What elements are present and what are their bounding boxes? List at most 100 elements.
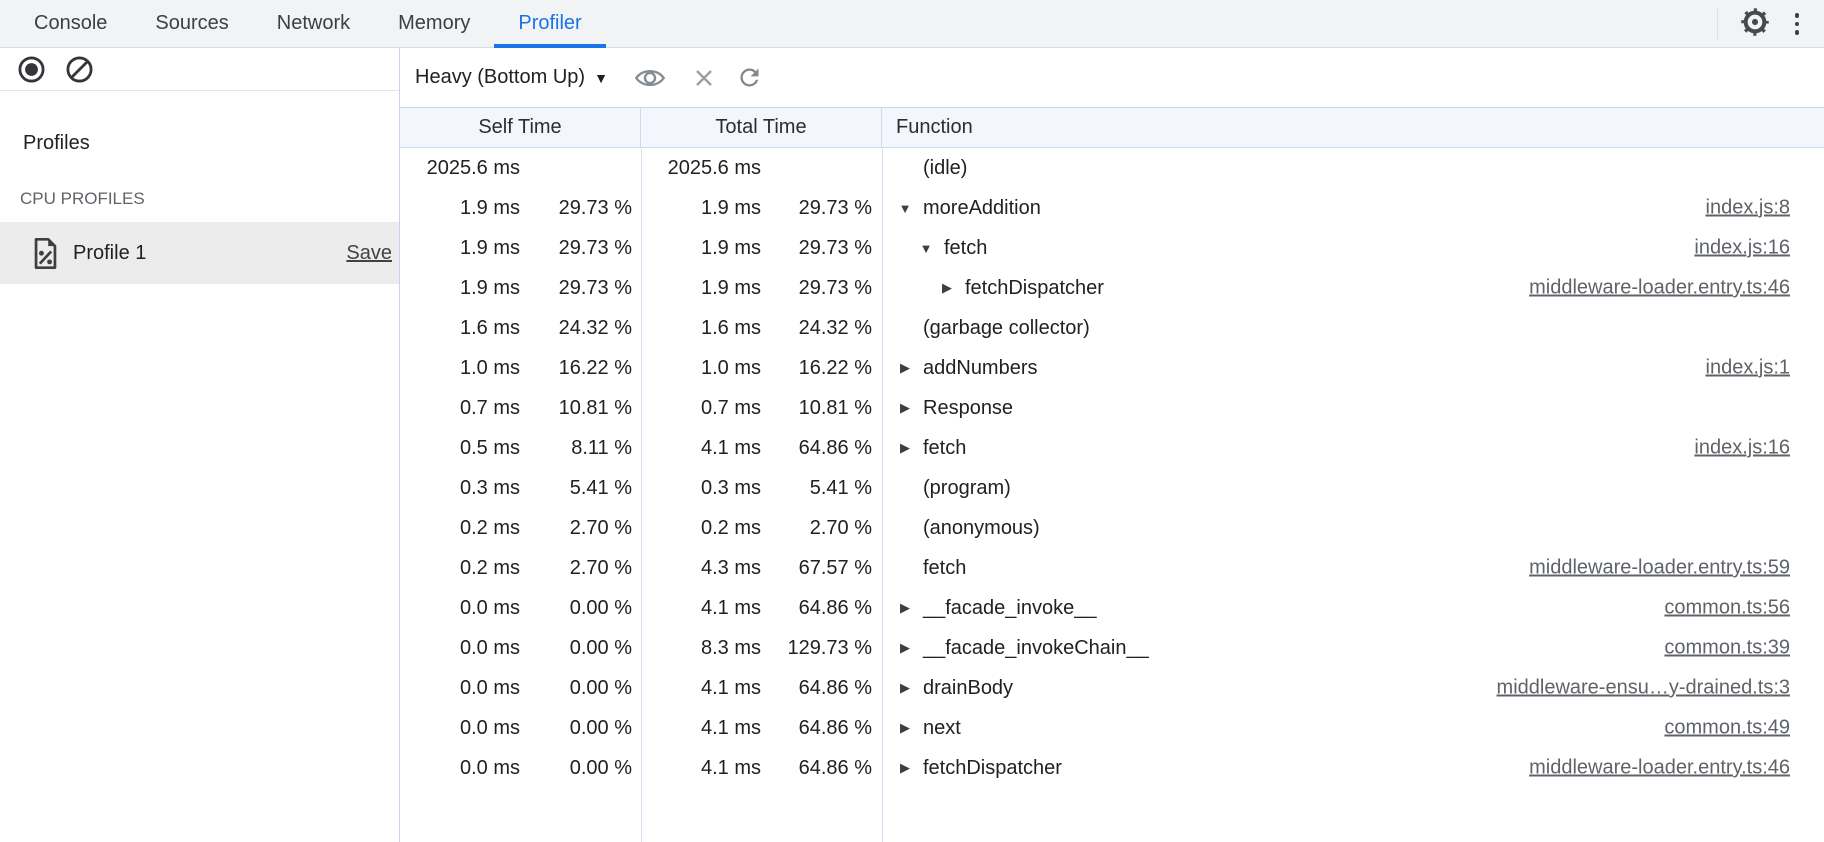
- refresh-button[interactable]: [736, 64, 763, 91]
- source-link[interactable]: index.js:1: [1705, 356, 1791, 379]
- table-row[interactable]: 1.9 ms 29.73 % 1.9 ms 29.73 % ▼ moreAddi…: [400, 188, 1824, 228]
- function-cell: ▶ next common.ts:49: [882, 708, 1824, 748]
- tab-sources[interactable]: Sources: [155, 12, 229, 34]
- self-time-ms: 0.0 ms: [459, 676, 520, 699]
- clear-button[interactable]: [66, 56, 93, 83]
- self-time-percent: 0.00 %: [569, 756, 632, 779]
- total-time-cell: 4.1 ms 64.86 %: [641, 708, 882, 748]
- function-name: (garbage collector): [923, 316, 1090, 339]
- self-time-cell: 0.0 ms 0.00 %: [400, 708, 641, 748]
- expand-arrow-icon[interactable]: ▶: [900, 400, 910, 415]
- function-cell: ▶ fetchDispatcher middleware-loader.entr…: [882, 268, 1824, 308]
- expand-arrow-icon[interactable]: ▶: [900, 360, 910, 375]
- table-row[interactable]: 1.6 ms 24.32 % 1.6 ms 24.32 % (garbage c…: [400, 308, 1824, 348]
- expand-arrow-icon[interactable]: ▼: [919, 240, 933, 256]
- self-time-ms: 1.9 ms: [459, 196, 520, 219]
- total-time-ms: 1.9 ms: [700, 276, 761, 299]
- self-time-percent: 0.00 %: [569, 596, 632, 619]
- total-time-cell: 1.9 ms 29.73 %: [641, 228, 882, 268]
- total-time-ms: 2025.6 ms: [667, 156, 761, 179]
- tab-memory[interactable]: Memory: [398, 12, 471, 34]
- function-name: moreAddition: [923, 196, 1041, 219]
- source-link[interactable]: index.js:16: [1694, 236, 1790, 259]
- profile-name: Profile 1: [73, 241, 147, 264]
- table-row[interactable]: 0.0 ms 0.00 % 4.1 ms 64.86 % ▶ next comm…: [400, 708, 1824, 748]
- function-cell: (program): [882, 468, 1824, 508]
- self-time-percent: 29.73 %: [558, 196, 632, 219]
- total-time-percent: 64.86 %: [798, 716, 872, 739]
- total-time-ms: 8.3 ms: [700, 636, 761, 659]
- total-time-ms: 1.0 ms: [700, 356, 761, 379]
- profile-document-icon: [32, 237, 59, 270]
- source-link[interactable]: middleware-loader.entry.ts:46: [1529, 276, 1790, 299]
- exclude-close-button[interactable]: [692, 66, 716, 90]
- function-cell: ▶ addNumbers index.js:1: [882, 348, 1824, 388]
- gear-icon: [1739, 6, 1771, 43]
- save-profile-link[interactable]: Save: [346, 241, 392, 264]
- source-link[interactable]: common.ts:39: [1664, 636, 1790, 659]
- expand-arrow-icon[interactable]: ▶: [942, 280, 952, 295]
- more-options-button[interactable]: [1776, 3, 1818, 45]
- settings-button[interactable]: [1734, 3, 1776, 45]
- column-header-self-time[interactable]: Self Time: [400, 108, 641, 147]
- self-time-percent: 2.70 %: [569, 516, 632, 539]
- total-time-cell: 1.6 ms 24.32 %: [641, 308, 882, 348]
- expand-arrow-icon[interactable]: ▶: [900, 680, 910, 695]
- expand-arrow-icon[interactable]: ▶: [900, 640, 910, 655]
- focus-eye-button[interactable]: [634, 66, 666, 90]
- self-time-percent: 0.00 %: [569, 676, 632, 699]
- grid-header: Self Time Total Time Function: [400, 107, 1824, 148]
- table-row[interactable]: 0.3 ms 5.41 % 0.3 ms 5.41 % (program): [400, 468, 1824, 508]
- expand-arrow-icon[interactable]: ▶: [900, 760, 910, 775]
- tab-console[interactable]: Console: [34, 12, 108, 34]
- self-time-cell: 0.2 ms 2.70 %: [400, 548, 641, 588]
- table-row[interactable]: 1.9 ms 29.73 % 1.9 ms 29.73 % ▼ fetch in…: [400, 228, 1824, 268]
- total-time-ms: 4.1 ms: [700, 716, 761, 739]
- table-row[interactable]: 0.0 ms 0.00 % 4.1 ms 64.86 % ▶ __facade_…: [400, 588, 1824, 628]
- source-link[interactable]: middleware-loader.entry.ts:46: [1529, 756, 1790, 779]
- table-row[interactable]: 0.2 ms 2.70 % 0.2 ms 2.70 % (anonymous): [400, 508, 1824, 548]
- self-time-cell: 0.7 ms 10.81 %: [400, 388, 641, 428]
- expand-arrow-icon[interactable]: ▼: [898, 200, 912, 216]
- source-link[interactable]: index.js:8: [1705, 196, 1791, 219]
- function-name: fetch: [923, 436, 967, 459]
- table-row[interactable]: 0.2 ms 2.70 % 4.3 ms 67.57 % fetch middl…: [400, 548, 1824, 588]
- table-row[interactable]: 1.9 ms 29.73 % 1.9 ms 29.73 % ▶ fetchDis…: [400, 268, 1824, 308]
- profile-list-item[interactable]: Profile 1 Save: [0, 222, 399, 284]
- expand-arrow-icon[interactable]: ▶: [900, 720, 910, 735]
- table-row[interactable]: 0.0 ms 0.00 % 8.3 ms 129.73 % ▶ __facade…: [400, 628, 1824, 668]
- source-link[interactable]: middleware-loader.entry.ts:59: [1529, 556, 1790, 579]
- source-link[interactable]: index.js:16: [1694, 436, 1790, 459]
- self-time-cell: 2025.6 ms: [400, 148, 641, 188]
- table-row[interactable]: 0.5 ms 8.11 % 4.1 ms 64.86 % ▶ fetch ind…: [400, 428, 1824, 468]
- expand-arrow-icon[interactable]: ▶: [900, 600, 910, 615]
- tab-profiler[interactable]: Profiler: [494, 0, 607, 48]
- source-link[interactable]: common.ts:49: [1664, 716, 1790, 739]
- function-cell: (idle): [882, 148, 1824, 188]
- table-row[interactable]: 1.0 ms 16.22 % 1.0 ms 16.22 % ▶ addNumbe…: [400, 348, 1824, 388]
- self-time-ms: 0.2 ms: [459, 516, 520, 539]
- panel-tabs: Console Sources Network Memory Profiler: [0, 0, 607, 48]
- function-cell: ▶ __facade_invokeChain__ common.ts:39: [882, 628, 1824, 668]
- total-time-percent: 67.57 %: [798, 556, 872, 579]
- total-time-ms: 4.1 ms: [700, 676, 761, 699]
- self-time-cell: 0.0 ms 0.00 %: [400, 628, 641, 668]
- profile-view-select[interactable]: Heavy (Bottom Up) ▼: [415, 66, 608, 89]
- column-header-total-time[interactable]: Total Time: [641, 108, 882, 147]
- source-link[interactable]: common.ts:56: [1664, 596, 1790, 619]
- table-row[interactable]: 0.0 ms 0.00 % 4.1 ms 64.86 % ▶ fetchDisp…: [400, 748, 1824, 788]
- expand-arrow-icon[interactable]: ▶: [900, 440, 910, 455]
- record-button[interactable]: [18, 56, 45, 83]
- source-link[interactable]: middleware-ensu…y-drained.ts:3: [1496, 676, 1790, 699]
- column-header-function[interactable]: Function: [896, 116, 973, 138]
- self-time-percent: 5.41 %: [569, 476, 632, 499]
- total-time-cell: 0.2 ms 2.70 %: [641, 508, 882, 548]
- table-row[interactable]: 0.0 ms 0.00 % 4.1 ms 64.86 % ▶ drainBody…: [400, 668, 1824, 708]
- tab-network[interactable]: Network: [276, 12, 351, 34]
- table-row[interactable]: 0.7 ms 10.81 % 0.7 ms 10.81 % ▶ Response: [400, 388, 1824, 428]
- function-name: (anonymous): [923, 516, 1040, 539]
- self-time-percent: 8.11 %: [571, 436, 632, 459]
- table-row[interactable]: 2025.6 ms 2025.6 ms (idle): [400, 148, 1824, 188]
- total-time-ms: 0.7 ms: [700, 396, 761, 419]
